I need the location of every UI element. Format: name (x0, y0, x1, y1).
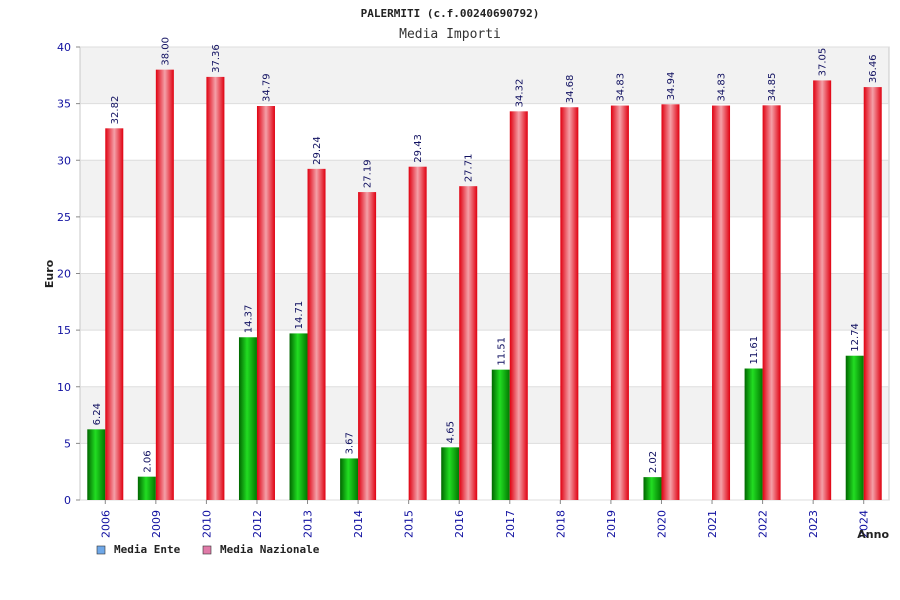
x-tick-label-2020: 2020 (655, 510, 668, 538)
data-label-media-nazionale-2018: 34.68 (565, 75, 576, 104)
y-tick-label: 25 (57, 211, 71, 224)
bar-media-ente-2009 (137, 476, 156, 500)
y-tick-label: 15 (57, 324, 71, 337)
y-tick-label: 20 (57, 268, 71, 281)
x-tick-label-2010: 2010 (200, 510, 213, 538)
data-labels: 6.24 32.82 2.06 38.00 37.36 14.37 34.79 14.71 29… (92, 37, 879, 473)
x-tick-label-2023: 2023 (807, 510, 820, 538)
data-label-media-ente-2012: 14.37 (243, 305, 254, 334)
data-label-media-nazionale-2012: 34.79 (261, 73, 272, 102)
data-label-media-nazionale-2006: 32.82 (110, 96, 121, 125)
x-tick-label-2017: 2017 (504, 510, 517, 538)
data-label-media-ente-2017: 11.51 (496, 337, 507, 366)
legend: Media Ente Media Nazionale (96, 543, 320, 556)
chart-title: PALERMITI (c.f.00240690792) (361, 7, 540, 20)
y-tick-label: 5 (64, 437, 71, 450)
data-label-media-ente-2016: 4.65 (446, 421, 457, 443)
data-label-media-nazionale-2013: 29.24 (312, 136, 323, 165)
bar-media-nazionale-2023 (813, 80, 832, 500)
data-label-media-nazionale-2014: 27.19 (363, 159, 374, 188)
data-label-media-nazionale-2023: 37.05 (818, 48, 829, 77)
legend-label-media-nazionale: Media Nazionale (220, 543, 320, 556)
bar-media-nazionale-2020 (661, 104, 680, 500)
legend-label-media-ente: Media Ente (114, 543, 181, 556)
legend-swatch-media-ente (96, 545, 106, 555)
x-tick-label-2009: 2009 (150, 510, 163, 538)
bar-media-ente-2017 (491, 369, 510, 500)
x-axis-ticks: 2006 2009 2010 2012 2013 2014 2015 2016 2017 2018… (99, 500, 871, 538)
bar-media-ente-2006 (87, 429, 106, 500)
bar-media-ente-2022 (744, 368, 763, 500)
data-label-media-nazionale-2024: 36.46 (868, 54, 879, 83)
x-tick-label-2014: 2014 (352, 510, 365, 538)
bar-media-nazionale-2012 (256, 106, 275, 501)
data-label-media-nazionale-2022: 34.85 (767, 73, 778, 102)
data-label-media-nazionale-2016: 27.71 (464, 154, 475, 183)
data-label-media-nazionale-2009: 38.00 (160, 37, 171, 66)
bars (87, 69, 882, 501)
bar-media-nazionale-2022 (762, 105, 781, 500)
y-axis-label: Euro (43, 259, 56, 288)
y-tick-label: 35 (57, 98, 71, 111)
data-label-media-ente-2022: 11.61 (749, 336, 760, 365)
data-label-media-nazionale-2017: 34.32 (514, 79, 525, 108)
bar-media-nazionale-2021 (712, 105, 731, 501)
x-tick-label-2006: 2006 (99, 510, 112, 538)
x-tick-label-2024: 2024 (858, 510, 871, 538)
x-tick-label-2022: 2022 (757, 510, 770, 538)
data-label-media-nazionale-2019: 34.83 (615, 73, 626, 102)
bar-media-nazionale-2006 (105, 128, 124, 500)
x-tick-label-2012: 2012 (251, 510, 264, 538)
legend-swatch-media-nazionale (202, 545, 212, 555)
y-tick-label: 10 (57, 381, 71, 394)
data-label-media-nazionale-2010: 37.36 (211, 44, 222, 73)
data-label-media-nazionale-2020: 34.94 (666, 72, 677, 101)
bar-media-nazionale-2018 (560, 107, 579, 501)
data-label-media-ente-2020: 2.02 (648, 451, 659, 473)
data-label-media-nazionale-2021: 34.83 (717, 73, 728, 102)
bar-media-ente-2016 (441, 447, 460, 500)
bar-media-nazionale-2009 (155, 69, 174, 501)
bar-media-nazionale-2024 (863, 87, 882, 500)
bar-media-nazionale-2017 (509, 111, 528, 501)
x-tick-label-2015: 2015 (403, 510, 416, 538)
data-label-media-nazionale-2015: 29.43 (413, 134, 424, 163)
bar-media-nazionale-2013 (307, 168, 326, 500)
x-tick-label-2019: 2019 (605, 510, 618, 538)
bar-media-ente-2013 (289, 333, 308, 500)
x-tick-label-2016: 2016 (453, 510, 466, 538)
bar-media-nazionale-2014 (358, 192, 377, 501)
y-tick-label: 0 (64, 494, 71, 507)
bar-media-ente-2012 (238, 337, 257, 500)
y-tick-label: 30 (57, 154, 71, 167)
data-label-media-ente-2014: 3.67 (345, 432, 356, 454)
bar-media-nazionale-2010 (206, 76, 225, 500)
data-label-media-ente-2024: 12.74 (850, 323, 861, 352)
y-axis-ticks: 0 5 10 15 20 25 30 35 40 (57, 41, 80, 507)
bar-media-nazionale-2016 (459, 186, 478, 500)
x-axis-label: Anno (857, 528, 889, 541)
bar-media-nazionale-2015 (408, 166, 427, 500)
bar-media-nazionale-2019 (610, 105, 629, 501)
bar-media-ente-2014 (340, 458, 359, 500)
x-tick-label-2013: 2013 (302, 510, 315, 538)
bar-media-ente-2020 (643, 477, 662, 500)
y-tick-label: 40 (57, 41, 71, 54)
x-tick-label-2021: 2021 (706, 510, 719, 538)
x-tick-label-2018: 2018 (554, 510, 567, 538)
chart-subtitle: Media Importi (399, 27, 501, 42)
bar-media-ente-2024 (845, 355, 864, 500)
data-label-media-ente-2013: 14.71 (294, 301, 305, 330)
data-label-media-ente-2006: 6.24 (92, 403, 103, 425)
data-label-media-ente-2009: 2.06 (142, 450, 153, 472)
